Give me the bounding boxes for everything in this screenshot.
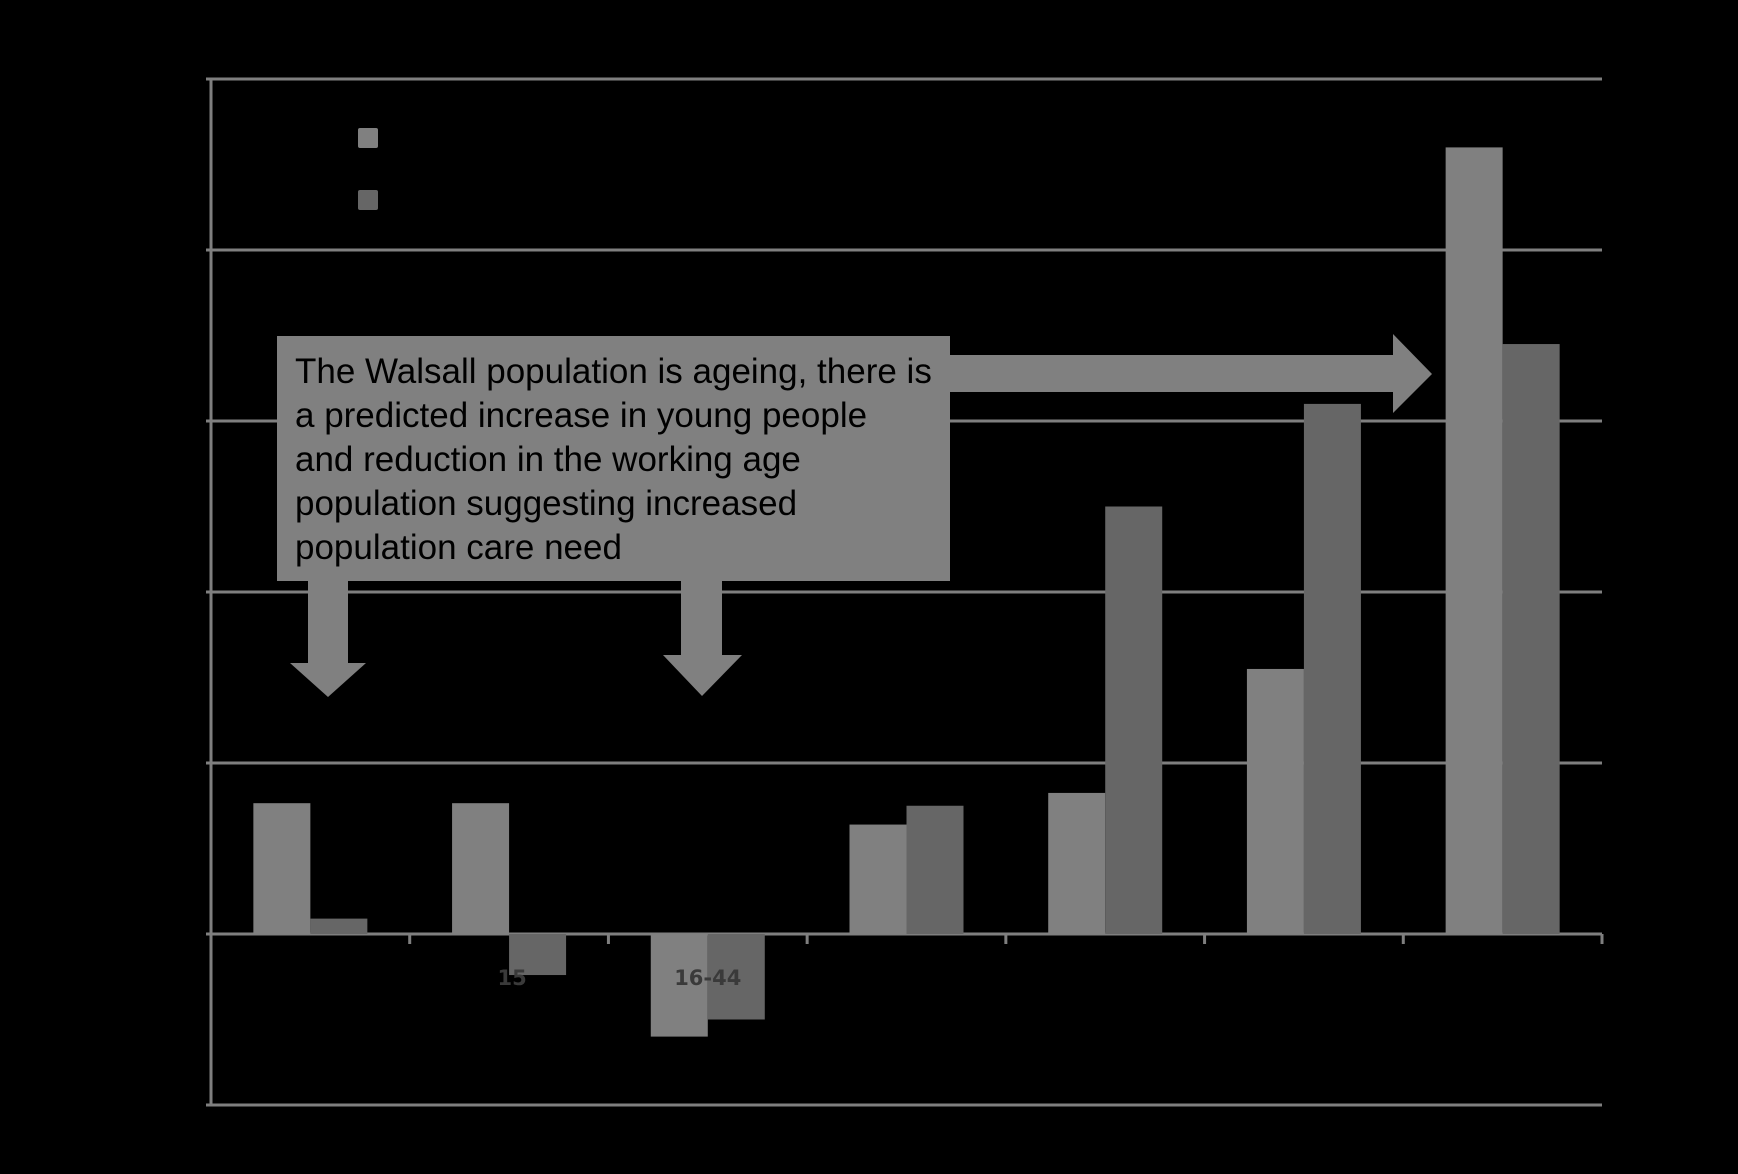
annotation-callout: The Walsall population is ageing, there … (277, 336, 950, 581)
legend-key-2 (358, 190, 378, 210)
bar-series-2-2 (707, 934, 765, 1020)
annotation-text: The Walsall population is ageing, there … (295, 352, 932, 567)
right-arrow-icon (950, 334, 1432, 413)
bar-series-2-0 (310, 918, 368, 934)
legend-key-1 (358, 128, 378, 148)
bar-series-2-6 (1502, 344, 1560, 934)
bar-series-1-1 (452, 803, 510, 934)
bar-series-1-5 (1246, 668, 1304, 934)
x-tick-label: 15 (497, 966, 526, 990)
bar-series-2-3 (906, 805, 964, 934)
bar-series-1-6 (1445, 147, 1503, 934)
x-tick-label: 16-44 (674, 966, 741, 990)
bar-series-1-3 (849, 824, 907, 934)
bar-series-2-4 (1105, 506, 1163, 934)
bar-series-2-5 (1303, 403, 1361, 934)
bar-series-2-1 (509, 934, 567, 976)
down-arrow-icon (663, 581, 742, 696)
bar-series-1-0 (253, 803, 311, 934)
bar-series-1-4 (1048, 792, 1106, 934)
bar-series-1-2 (650, 934, 708, 1037)
down-arrow-icon (290, 581, 366, 697)
